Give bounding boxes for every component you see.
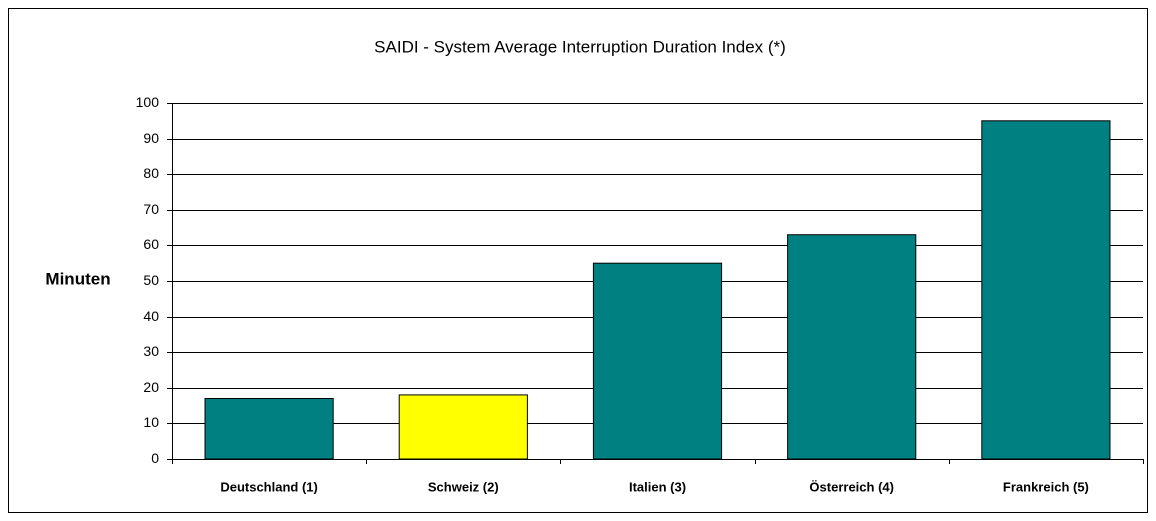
bar [787,234,917,460]
chart-border [8,8,1148,513]
bar [398,394,528,460]
y-tick-label: 10 [143,414,159,430]
y-tick-label: 30 [143,343,159,359]
y-tick-label: 90 [143,130,159,146]
x-tick-label: Italien (3) [629,479,686,494]
x-tick-label: Österreich (4) [809,479,894,494]
y-tick-label: 70 [143,201,159,217]
y-tick-label: 60 [143,236,159,252]
y-tick-label: 80 [143,165,159,181]
y-tick-label: 100 [136,94,160,110]
y-tick-label: 0 [151,450,159,466]
x-tick-label: Schweiz (2) [428,479,499,494]
x-tick-label: Frankreich (5) [1003,479,1089,494]
bar [592,262,723,460]
y-axis-label: Minuten [45,269,110,288]
y-tick-label: 50 [143,272,159,288]
chart-title: SAIDI - System Average Interruption Dura… [374,37,786,56]
bar [981,120,1111,460]
bar [204,397,334,460]
y-tick-label: 20 [143,379,159,395]
x-tick-label: Deutschland (1) [220,479,318,494]
y-tick-label: 40 [143,308,159,324]
